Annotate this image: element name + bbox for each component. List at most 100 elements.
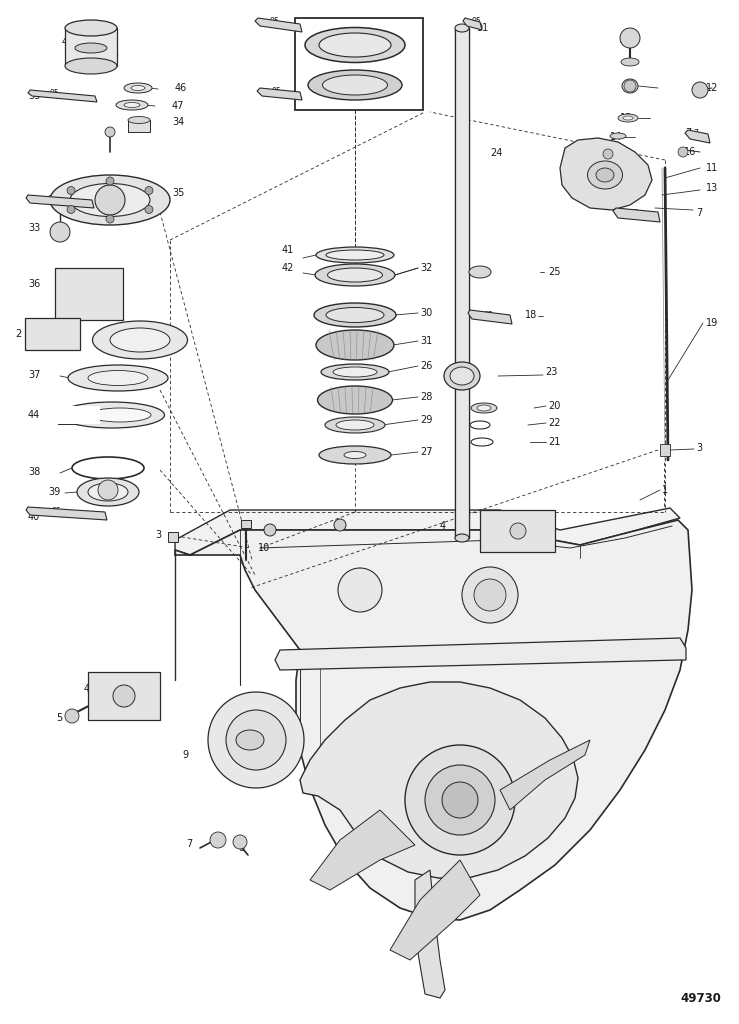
Text: 43: 43 [172, 332, 184, 342]
Circle shape [67, 186, 75, 195]
Text: 34: 34 [172, 117, 184, 127]
Ellipse shape [92, 321, 188, 359]
Text: 16: 16 [684, 147, 696, 157]
Ellipse shape [623, 116, 633, 120]
Text: 95: 95 [50, 88, 60, 97]
Circle shape [678, 147, 688, 157]
Polygon shape [26, 195, 94, 208]
Text: 95: 95 [270, 17, 280, 27]
Bar [55, 268, 123, 319]
Text: 3: 3 [155, 530, 161, 540]
Circle shape [425, 765, 495, 835]
Ellipse shape [455, 534, 469, 542]
Ellipse shape [110, 328, 170, 352]
Bar [25, 318, 80, 350]
Ellipse shape [116, 100, 148, 110]
Circle shape [603, 150, 613, 159]
Text: 4: 4 [440, 521, 446, 531]
Ellipse shape [316, 330, 394, 360]
Circle shape [405, 745, 515, 855]
Ellipse shape [305, 28, 405, 62]
Ellipse shape [236, 730, 264, 750]
Polygon shape [613, 208, 660, 222]
Text: 39: 39 [48, 487, 61, 497]
Polygon shape [390, 860, 480, 961]
Bar [55, 406, 100, 424]
Text: 95: 95 [52, 507, 62, 515]
Text: 14: 14 [610, 132, 622, 142]
Circle shape [338, 568, 382, 612]
Circle shape [113, 685, 135, 707]
Text: 2: 2 [15, 329, 21, 339]
Ellipse shape [316, 247, 394, 263]
Text: 26: 26 [420, 361, 432, 371]
Polygon shape [463, 18, 482, 30]
Ellipse shape [444, 362, 480, 390]
Text: 24: 24 [490, 148, 503, 158]
Ellipse shape [124, 83, 152, 93]
Ellipse shape [622, 79, 638, 93]
Circle shape [106, 215, 114, 223]
Circle shape [145, 206, 153, 213]
Ellipse shape [128, 117, 150, 124]
Polygon shape [560, 138, 652, 210]
Text: 35: 35 [28, 91, 41, 101]
Ellipse shape [77, 478, 139, 506]
Text: 15: 15 [620, 113, 633, 123]
Text: 30: 30 [420, 308, 432, 318]
Circle shape [65, 709, 79, 723]
Text: 12: 12 [706, 83, 718, 93]
Text: 7: 7 [186, 839, 192, 849]
Text: 45: 45 [62, 37, 75, 47]
Text: 11: 11 [706, 163, 718, 173]
Text: 27: 27 [420, 447, 432, 457]
Ellipse shape [471, 403, 497, 413]
Text: 32: 32 [420, 263, 432, 273]
Ellipse shape [68, 365, 168, 391]
Polygon shape [257, 88, 302, 100]
Circle shape [264, 524, 276, 536]
Ellipse shape [326, 250, 384, 260]
Circle shape [226, 710, 286, 770]
Text: 13: 13 [706, 183, 718, 193]
Text: 25: 25 [548, 267, 560, 278]
Text: 7: 7 [685, 128, 691, 138]
Ellipse shape [336, 420, 374, 430]
Polygon shape [468, 310, 512, 324]
Polygon shape [255, 18, 302, 32]
Circle shape [624, 80, 636, 92]
Text: 33: 33 [28, 223, 40, 233]
Circle shape [334, 519, 346, 531]
Circle shape [442, 782, 478, 818]
Text: 42: 42 [282, 263, 294, 273]
Ellipse shape [469, 266, 491, 278]
Text: 95: 95 [471, 17, 481, 27]
Circle shape [620, 28, 640, 48]
Ellipse shape [88, 371, 148, 385]
Text: 7: 7 [696, 208, 702, 218]
Circle shape [233, 835, 247, 849]
Ellipse shape [321, 364, 389, 380]
Polygon shape [300, 682, 578, 878]
Text: 19: 19 [706, 318, 718, 328]
Text: 5: 5 [56, 713, 62, 723]
Ellipse shape [315, 264, 395, 286]
Circle shape [210, 831, 226, 848]
Ellipse shape [610, 133, 626, 139]
Text: 28: 28 [420, 392, 432, 402]
Ellipse shape [124, 102, 140, 108]
Polygon shape [685, 130, 710, 143]
Text: 1: 1 [662, 485, 668, 495]
Text: 37: 37 [28, 370, 41, 380]
Ellipse shape [50, 175, 170, 225]
Text: 29: 29 [420, 415, 432, 425]
Text: 49730: 49730 [680, 991, 721, 1005]
Bar [128, 120, 150, 132]
Circle shape [105, 127, 115, 137]
Ellipse shape [314, 303, 396, 327]
Ellipse shape [75, 43, 107, 53]
Ellipse shape [455, 24, 469, 32]
Polygon shape [275, 638, 686, 670]
Ellipse shape [621, 58, 639, 66]
Text: 6: 6 [480, 535, 486, 545]
